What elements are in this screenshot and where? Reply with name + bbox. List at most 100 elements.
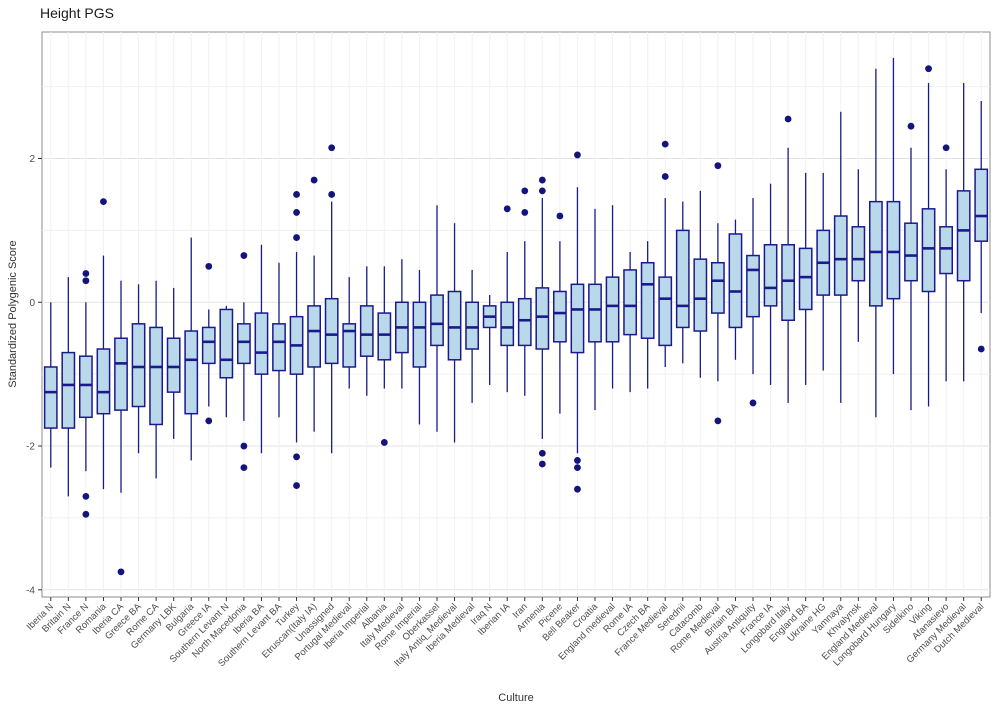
outlier-point-turkey xyxy=(293,191,300,198)
outlier-point-armenia xyxy=(538,460,546,468)
outlier-point-france-medieval xyxy=(661,140,669,148)
outlier-point-greece-ia xyxy=(205,262,213,270)
box-viking xyxy=(921,208,936,293)
outlier-point-iran xyxy=(521,187,529,195)
outlier-point-turkey xyxy=(293,234,300,241)
outlier-point-armenia xyxy=(538,187,546,195)
outlier-point-iberia-ca xyxy=(117,568,125,576)
box-britain-n xyxy=(61,351,76,429)
outlier-point-romania xyxy=(100,198,107,206)
y-tick-label: 2 xyxy=(29,154,35,165)
box-picene xyxy=(552,290,567,343)
outlier-point-albania xyxy=(380,439,388,446)
outlier-point-north-macedonia xyxy=(240,464,248,472)
outlier-point-bell-beaker xyxy=(574,457,581,464)
box-oberkassel xyxy=(430,294,444,347)
outlier-point-bell-beaker xyxy=(574,485,581,493)
box-france-medieval xyxy=(658,276,673,347)
outlier-point-rome-medieval xyxy=(714,162,722,170)
box-iran xyxy=(517,297,532,347)
box-armenia xyxy=(535,287,550,350)
outlier-point-france-n xyxy=(82,510,90,518)
box-iberia-imperial xyxy=(359,305,374,357)
plot-panel xyxy=(41,31,991,598)
outlier-point-rome-medieval xyxy=(714,417,722,425)
outlier-point-austria-antiquity xyxy=(749,399,757,407)
box-england-ba xyxy=(798,247,813,311)
box-sidelkino xyxy=(904,222,918,282)
box-khvalynsk xyxy=(851,226,866,282)
box-greece-ba xyxy=(131,323,146,408)
box-southern-levant-n xyxy=(219,308,234,379)
box-rome-ca xyxy=(149,326,164,426)
outlier-point-armenia xyxy=(538,449,546,457)
outlier-point-france-n xyxy=(82,492,90,500)
outlier-point-greece-ia xyxy=(205,417,213,425)
box-yamnaya xyxy=(833,215,848,296)
outlier-point-armenia xyxy=(538,176,546,184)
outlier-point-north-macedonia xyxy=(240,442,248,450)
box-rome-imperial xyxy=(412,301,427,368)
box-north-macedonia xyxy=(236,323,251,365)
outlier-point-picene xyxy=(556,212,564,220)
outlier-point-sidelkino xyxy=(907,122,915,130)
outlier-point-longobard-italy xyxy=(784,115,792,123)
box-germany-lbk xyxy=(166,337,181,393)
y-tick-label: -4 xyxy=(26,585,35,596)
box-albania xyxy=(377,312,392,361)
outlier-point-turkey xyxy=(293,482,300,489)
box-bulgaria xyxy=(184,330,199,415)
y-tick-label: 0 xyxy=(29,298,35,309)
outlier-point-iberian-ia xyxy=(503,205,511,213)
box-catacomb xyxy=(693,258,708,332)
box-england-medieval xyxy=(605,276,620,343)
box-greece-ia xyxy=(201,326,216,365)
outlier-point-france-n xyxy=(82,277,90,285)
outlier-point-turkey xyxy=(293,453,300,461)
outlier-point-iran xyxy=(521,209,529,216)
outlier-point-unassigned xyxy=(328,191,336,198)
box-germany-medieval xyxy=(956,190,971,282)
box-romania xyxy=(96,348,111,415)
x-axis-title: Culture xyxy=(498,692,534,704)
box-bell-beaker xyxy=(570,283,585,354)
outlier-point-north-macedonia xyxy=(240,252,248,259)
box-austria-antiquity xyxy=(746,254,760,318)
box-longobard-hungary xyxy=(886,200,901,300)
box-iberia-ca xyxy=(114,337,128,411)
box-portugal-medieval xyxy=(342,323,357,368)
chart-title: Height PGS xyxy=(40,5,114,21)
outlier-point-france-n xyxy=(82,270,90,277)
box-italy-antiq-medieval xyxy=(447,290,462,361)
box-england-medieval xyxy=(868,200,883,307)
outlier-point-bell-beaker xyxy=(574,464,581,472)
box-serednii xyxy=(675,229,690,329)
box-iberia-ba xyxy=(254,312,269,375)
box-croatia xyxy=(588,283,602,343)
box-france-n xyxy=(78,355,93,419)
box-longobard-italy xyxy=(781,244,796,322)
box-britain-ba xyxy=(728,233,743,329)
box-rome-medieval xyxy=(710,261,725,314)
outlier-point-dutch-medieval xyxy=(977,345,985,353)
box-unassigned xyxy=(324,297,339,365)
y-tick-label: -2 xyxy=(26,442,35,453)
box-rome-ia xyxy=(623,269,638,336)
box-etruscan-italy-ia xyxy=(307,305,322,368)
box-czech-ba xyxy=(640,261,655,339)
box-iberia-n xyxy=(43,366,58,429)
outlier-point-turkey xyxy=(293,209,300,216)
box-iberia-medieval xyxy=(465,301,480,350)
outlier-point-afanasievo xyxy=(942,144,950,152)
outlier-point-france-medieval xyxy=(661,173,669,180)
outlier-point-etruscan-italy-ia xyxy=(310,176,318,184)
box-france-ia xyxy=(763,244,778,307)
outlier-point-bell-beaker xyxy=(574,151,581,159)
outlier-point-unassigned xyxy=(328,144,336,152)
box-iberian-ia xyxy=(500,301,515,347)
box-afanasievo xyxy=(939,226,954,275)
box-dutch-medieval xyxy=(974,168,989,242)
box-southern-levant-ba xyxy=(272,323,286,372)
